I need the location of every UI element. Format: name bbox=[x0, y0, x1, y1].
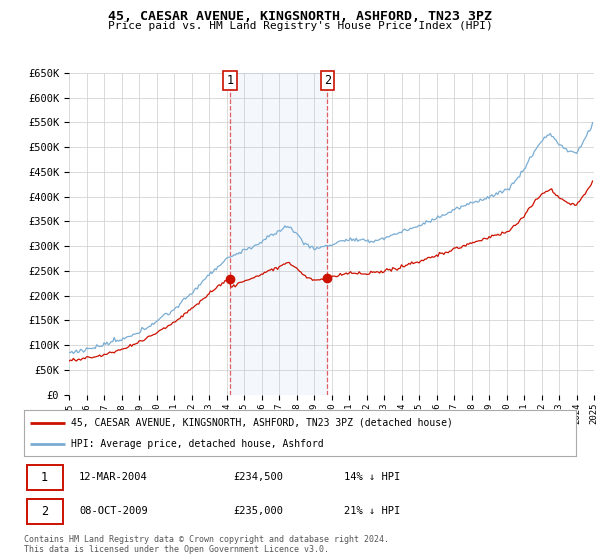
Text: Contains HM Land Registry data © Crown copyright and database right 2024.
This d: Contains HM Land Registry data © Crown c… bbox=[24, 535, 389, 554]
Text: 2: 2 bbox=[324, 74, 331, 87]
Text: £235,000: £235,000 bbox=[234, 506, 284, 516]
Text: 12-MAR-2004: 12-MAR-2004 bbox=[79, 472, 148, 482]
Text: 2: 2 bbox=[41, 505, 48, 518]
Text: 45, CAESAR AVENUE, KINGSNORTH, ASHFORD, TN23 3PZ (detached house): 45, CAESAR AVENUE, KINGSNORTH, ASHFORD, … bbox=[71, 418, 453, 428]
FancyBboxPatch shape bbox=[27, 499, 62, 524]
Text: 45, CAESAR AVENUE, KINGSNORTH, ASHFORD, TN23 3PZ: 45, CAESAR AVENUE, KINGSNORTH, ASHFORD, … bbox=[108, 10, 492, 23]
Text: 21% ↓ HPI: 21% ↓ HPI bbox=[344, 506, 400, 516]
Text: £234,500: £234,500 bbox=[234, 472, 284, 482]
FancyBboxPatch shape bbox=[27, 465, 62, 490]
Bar bbox=[230, 73, 328, 395]
Text: 14% ↓ HPI: 14% ↓ HPI bbox=[344, 472, 400, 482]
Text: HPI: Average price, detached house, Ashford: HPI: Average price, detached house, Ashf… bbox=[71, 439, 323, 449]
Text: 08-OCT-2009: 08-OCT-2009 bbox=[79, 506, 148, 516]
Text: Price paid vs. HM Land Registry's House Price Index (HPI): Price paid vs. HM Land Registry's House … bbox=[107, 21, 493, 31]
Text: 1: 1 bbox=[226, 74, 233, 87]
Text: 1: 1 bbox=[41, 471, 48, 484]
